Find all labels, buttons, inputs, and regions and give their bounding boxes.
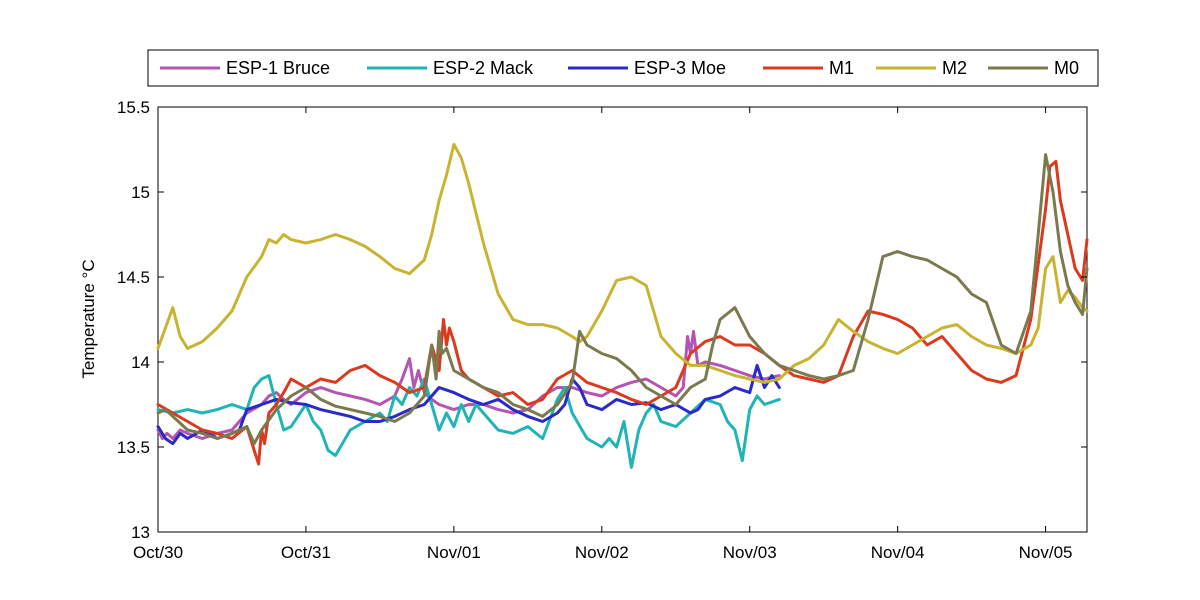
legend-label: ESP-2 Mack bbox=[433, 58, 534, 78]
legend-label: M1 bbox=[829, 58, 854, 78]
y-tick-label: 15 bbox=[131, 183, 150, 202]
series-line-m1 bbox=[156, 159, 1089, 466]
y-axis: 13 13.5 14 14.5 15 15.5 bbox=[117, 98, 1087, 542]
plot-area: Oct/30 Oct/31 Nov/01 Nov/02 Nov/03 Nov/04 Nov/… bbox=[117, 98, 1089, 562]
legend-items: ESP-1 Bruce ESP-2 Mack ESP-3 Moe M1 M2 M0 bbox=[160, 58, 1079, 78]
x-tick-label: Nov/04 bbox=[871, 543, 925, 562]
y-axis-label: Temperature °C bbox=[79, 259, 98, 378]
series-line-m0 bbox=[156, 153, 1089, 446]
x-tick-label: Oct/31 bbox=[281, 543, 331, 562]
legend-label: M0 bbox=[1054, 58, 1079, 78]
x-tick-label: Oct/30 bbox=[133, 543, 183, 562]
x-axis: Oct/30 Oct/31 Nov/01 Nov/02 Nov/03 Nov/04 Nov/… bbox=[133, 107, 1073, 562]
legend-label: ESP-3 Moe bbox=[634, 58, 726, 78]
y-tick-label: 14 bbox=[131, 353, 150, 372]
y-tick-label: 15.5 bbox=[117, 98, 150, 117]
legend: ESP-1 Bruce ESP-2 Mack ESP-3 Moe M1 M2 M0 bbox=[147, 49, 1099, 87]
x-tick-label: Nov/02 bbox=[575, 543, 629, 562]
y-tick-label: 13 bbox=[131, 523, 150, 542]
series-line-esp-2-mack bbox=[156, 374, 781, 469]
x-tick-label: Nov/05 bbox=[1019, 543, 1073, 562]
series-line-m2 bbox=[156, 142, 1089, 384]
x-tick-label: Nov/01 bbox=[427, 543, 481, 562]
legend-label: M2 bbox=[942, 58, 967, 78]
legend-label: ESP-1 Bruce bbox=[226, 58, 330, 78]
series-lines bbox=[156, 142, 1089, 469]
series-line-esp-1-bruce bbox=[156, 329, 781, 440]
plot-frame bbox=[157, 106, 1088, 533]
x-tick-label: Nov/03 bbox=[723, 543, 777, 562]
series-line-esp-3-moe bbox=[156, 363, 781, 446]
y-tick-label: 13.5 bbox=[117, 438, 150, 457]
y-tick-label: 14.5 bbox=[117, 268, 150, 287]
